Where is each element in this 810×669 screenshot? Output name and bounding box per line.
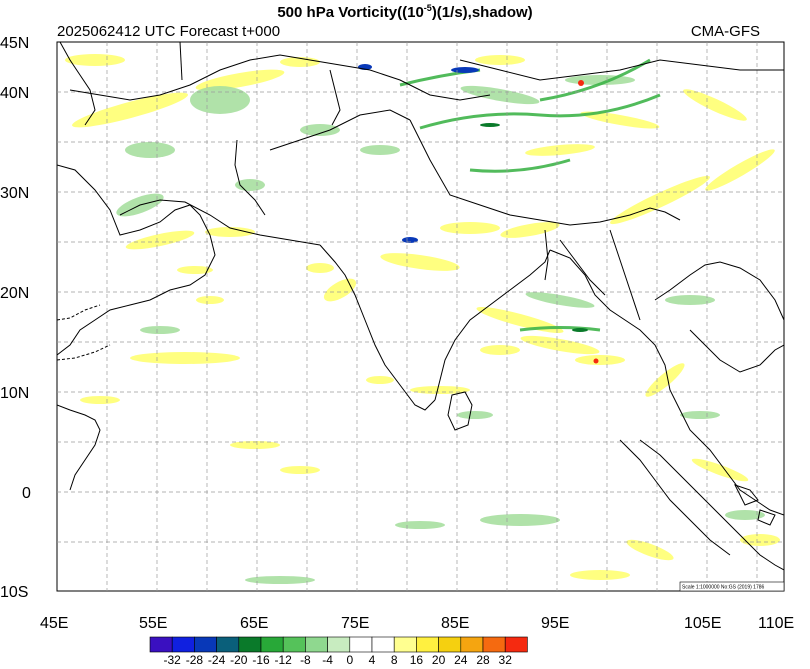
colorbar-label: -20: [230, 653, 248, 667]
lat-label-40n: 40N: [0, 85, 29, 102]
colorbar-swatch: [238, 636, 262, 653]
colorbar-swatch: [349, 636, 373, 653]
colorbar-swatch: [371, 636, 395, 653]
vorticity-shading: [65, 54, 780, 584]
scale-note-text: Scale 1:1000000 No:GS (2019) 1786: [682, 585, 764, 591]
latitude-labels: 45N 40N 30N 20N 10N 0 10S: [0, 35, 31, 601]
colorbar-label: -32: [164, 653, 182, 667]
colorbar-swatch: [194, 636, 217, 653]
disputed-borders: [57, 304, 111, 361]
colorbar: -32 -28 -24 -20 -16 -12 -8 -4 0 4 8 16 20 24 28 32: [149, 636, 528, 667]
colorbar-swatch: [282, 636, 306, 653]
colorbar-label: -4: [322, 653, 333, 667]
colorbar-label: -28: [186, 653, 204, 667]
lon-label-45e: 45E: [40, 615, 68, 632]
lat-label-10s: 10S: [0, 584, 28, 601]
colorbar-swatch: [482, 636, 506, 653]
colorbar-swatch: [504, 636, 528, 653]
lon-label-65e: 65E: [240, 615, 268, 632]
lat-label-10n: 10N: [0, 385, 29, 402]
lat-label-0: 0: [22, 485, 31, 502]
colorbar-swatch: [327, 636, 351, 653]
coastlines: [57, 42, 784, 571]
colorbar-label: -8: [300, 653, 311, 667]
colorbar-swatch: [438, 636, 462, 653]
map-title: 500 hPa Vorticity((10-5)(1/s),shadow): [277, 3, 533, 21]
lat-label-20n: 20N: [0, 285, 29, 302]
colorbar-swatch: [393, 636, 417, 653]
colorbar-label: -16: [252, 653, 270, 667]
colorbar-swatch: [216, 636, 240, 653]
graticule: [57, 42, 784, 591]
colorbar-label: 4: [369, 653, 376, 667]
colorbar-label: -24: [208, 653, 226, 667]
lon-label-55e: 55E: [139, 615, 167, 632]
lon-label-95e: 95E: [541, 615, 569, 632]
lat-label-30n: 30N: [0, 185, 29, 202]
colorbar-label: 20: [432, 653, 446, 667]
longitude-labels: 45E 55E 65E 75E 85E 95E 105E 110E: [40, 615, 794, 632]
lon-label-85e: 85E: [441, 615, 469, 632]
lon-label-75e: 75E: [341, 615, 369, 632]
colorbar-label: 0: [346, 653, 353, 667]
plot-frame: [56, 41, 785, 592]
scale-note: Scale 1:1000000 No:GS (2019) 1786: [679, 581, 785, 592]
colorbar-label: 8: [391, 653, 398, 667]
colorbar-swatch: [171, 636, 195, 653]
lon-label-105e: 105E: [684, 615, 721, 632]
colorbar-swatch: [460, 636, 484, 653]
lat-label-45n: 45N: [0, 35, 29, 52]
forecast-time-label: 2025062412 UTC Forecast t+000: [57, 23, 281, 40]
colorbar-swatch: [149, 636, 173, 653]
colorbar-swatch: [305, 636, 328, 653]
colorbar-label: 24: [454, 653, 468, 667]
model-name-label: CMA-GFS: [690, 23, 760, 40]
colorbar-label: 28: [476, 653, 490, 667]
colorbar-label: -12: [275, 653, 293, 667]
lon-label-110e: 110E: [758, 615, 794, 632]
colorbar-label: 16: [410, 653, 424, 667]
colorbar-label: 32: [499, 653, 513, 667]
colorbar-swatch: [416, 636, 439, 653]
colorbar-swatch: [260, 636, 284, 653]
